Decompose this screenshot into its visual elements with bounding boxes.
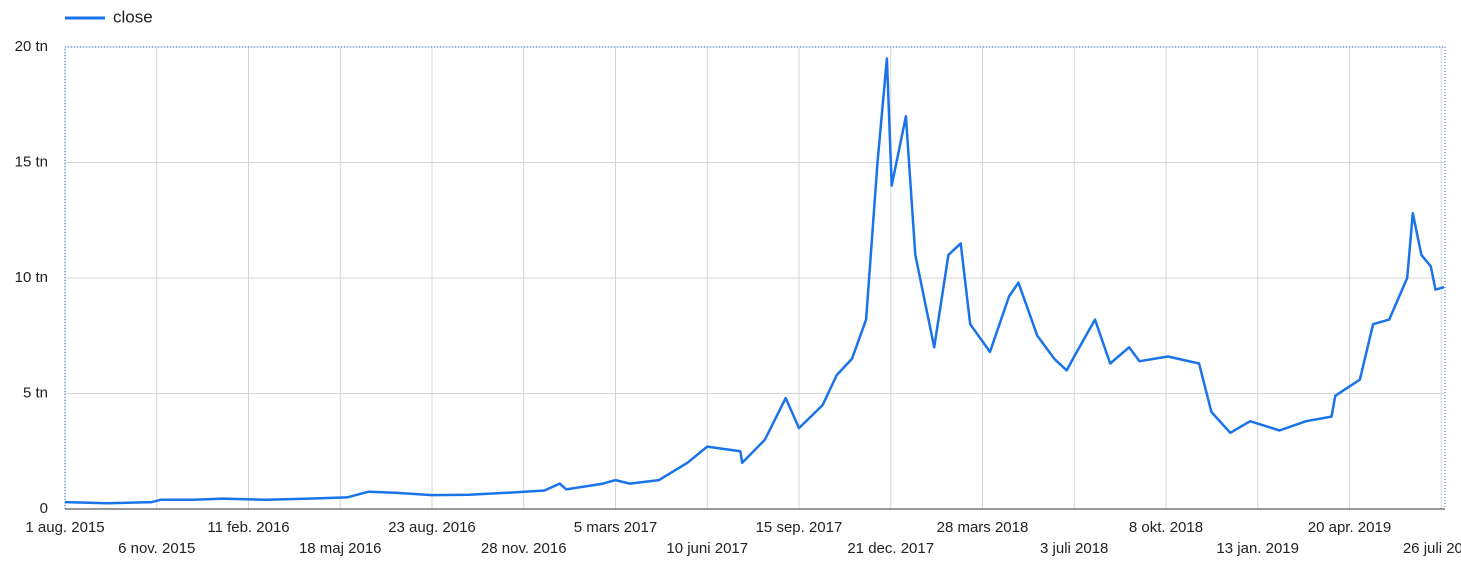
x-tick-label: 8 okt. 2018 [1129,519,1203,536]
y-tick-label: 15 tn [15,153,48,170]
x-tick-label: 28 nov. 2016 [481,540,567,557]
x-tick-label: 10 juni 2017 [666,540,748,557]
legend-label: close [113,7,153,26]
line-series [64,57,1445,505]
y-tick-label: 0 [40,500,48,517]
x-tick-label: 28 mars 2018 [937,519,1029,536]
x-tick-label: 21 dec. 2017 [847,540,934,557]
x-tick-label: 6 nov. 2015 [118,540,195,557]
x-tick-label: 1 aug. 2015 [25,519,104,536]
x-tick-label: 11 feb. 2016 [207,519,289,536]
x-tick-label: 15 sep. 2017 [756,519,843,536]
x-tick-label: 18 maj 2016 [299,540,382,557]
y-tick-label: 5 tn [23,384,48,401]
y-tick-label: 10 tn [15,269,48,286]
x-tick-label: 13 jan. 2019 [1216,540,1299,557]
y-tick-label: 20 tn [15,38,48,55]
x-tick-label: 20 apr. 2019 [1308,519,1391,536]
x-tick-label: 26 juli 2019 [1403,540,1461,557]
x-tick-label: 3 juli 2018 [1040,540,1108,557]
x-tick-label: 5 mars 2017 [574,519,657,536]
x-tick-label: 23 aug. 2016 [388,519,476,536]
